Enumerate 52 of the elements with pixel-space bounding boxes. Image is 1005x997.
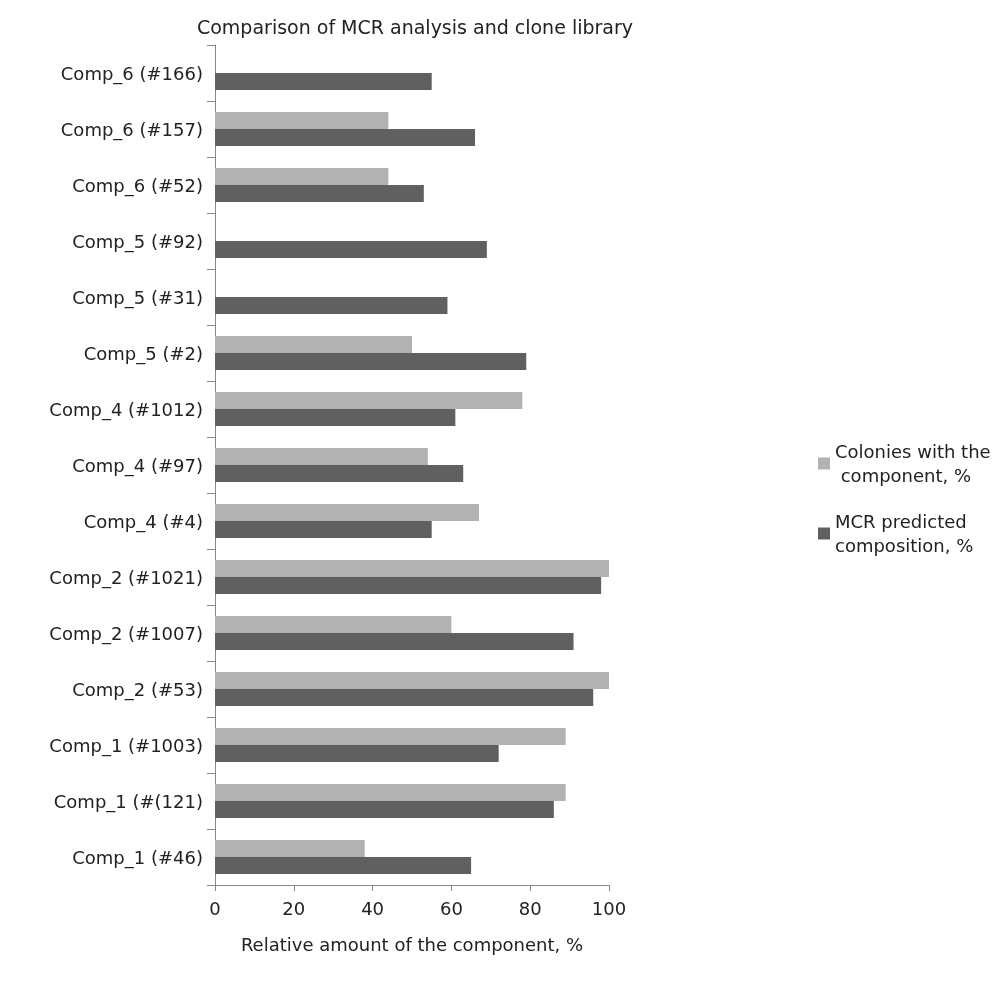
bar — [215, 801, 554, 818]
y-tick-label: Comp_4 (#4) — [83, 510, 203, 533]
bar — [215, 857, 472, 874]
x-tick-label: 20 — [282, 897, 306, 919]
bar — [215, 185, 424, 202]
bar — [215, 409, 456, 426]
y-tick-label: Comp_1 (#(121) — [53, 790, 203, 813]
bar — [215, 112, 389, 129]
bar — [215, 241, 487, 258]
bar — [215, 577, 602, 594]
y-tick-label: Comp_6 (#157) — [60, 118, 203, 141]
bar — [215, 560, 609, 577]
bar — [215, 465, 464, 482]
bar — [215, 840, 365, 857]
y-tick-label: Comp_2 (#1007) — [49, 622, 203, 645]
bar — [215, 745, 499, 762]
x-tick-label: 60 — [439, 897, 463, 919]
chart-title: Comparison of MCR analysis and clone library — [196, 15, 634, 38]
bar — [215, 784, 566, 801]
bar — [215, 672, 609, 689]
bar — [215, 353, 527, 370]
y-tick-label: Comp_1 (#46) — [72, 846, 203, 869]
y-tick-label: Comp_2 (#53) — [72, 678, 203, 701]
bar — [215, 73, 432, 90]
y-tick-label: Comp_6 (#52) — [72, 174, 203, 197]
x-tick-label: 0 — [209, 897, 221, 919]
y-tick-label: Comp_6 (#166) — [60, 62, 203, 85]
x-axis-title: Relative amount of the component, % — [240, 933, 584, 955]
bar — [215, 392, 523, 409]
bar — [215, 168, 389, 185]
bar — [215, 448, 428, 465]
x-tick-label: 40 — [361, 897, 385, 919]
legend-label: MCR predicted composition, % — [835, 511, 974, 556]
bar — [215, 504, 479, 521]
y-tick-label: Comp_5 (#2) — [83, 342, 203, 365]
x-tick-label: 80 — [518, 897, 542, 919]
legend-label: Colonies with the component, % — [835, 441, 991, 486]
bar — [215, 689, 594, 706]
y-tick-label: Comp_5 (#31) — [72, 286, 203, 309]
y-tick-label: Comp_1 (#1003) — [49, 734, 203, 757]
bar — [215, 616, 452, 633]
bar — [215, 129, 476, 146]
bar — [215, 728, 566, 745]
bar — [215, 633, 574, 650]
x-tick-label: 100 — [591, 897, 627, 919]
y-tick-label: Comp_4 (#1012) — [49, 398, 203, 421]
bar — [215, 521, 432, 538]
bar — [215, 336, 412, 353]
bar — [215, 297, 448, 314]
y-tick-label: Comp_2 (#1021) — [49, 566, 203, 589]
y-tick-label: Comp_4 (#97) — [72, 454, 203, 477]
y-tick-label: Comp_5 (#92) — [72, 230, 203, 253]
